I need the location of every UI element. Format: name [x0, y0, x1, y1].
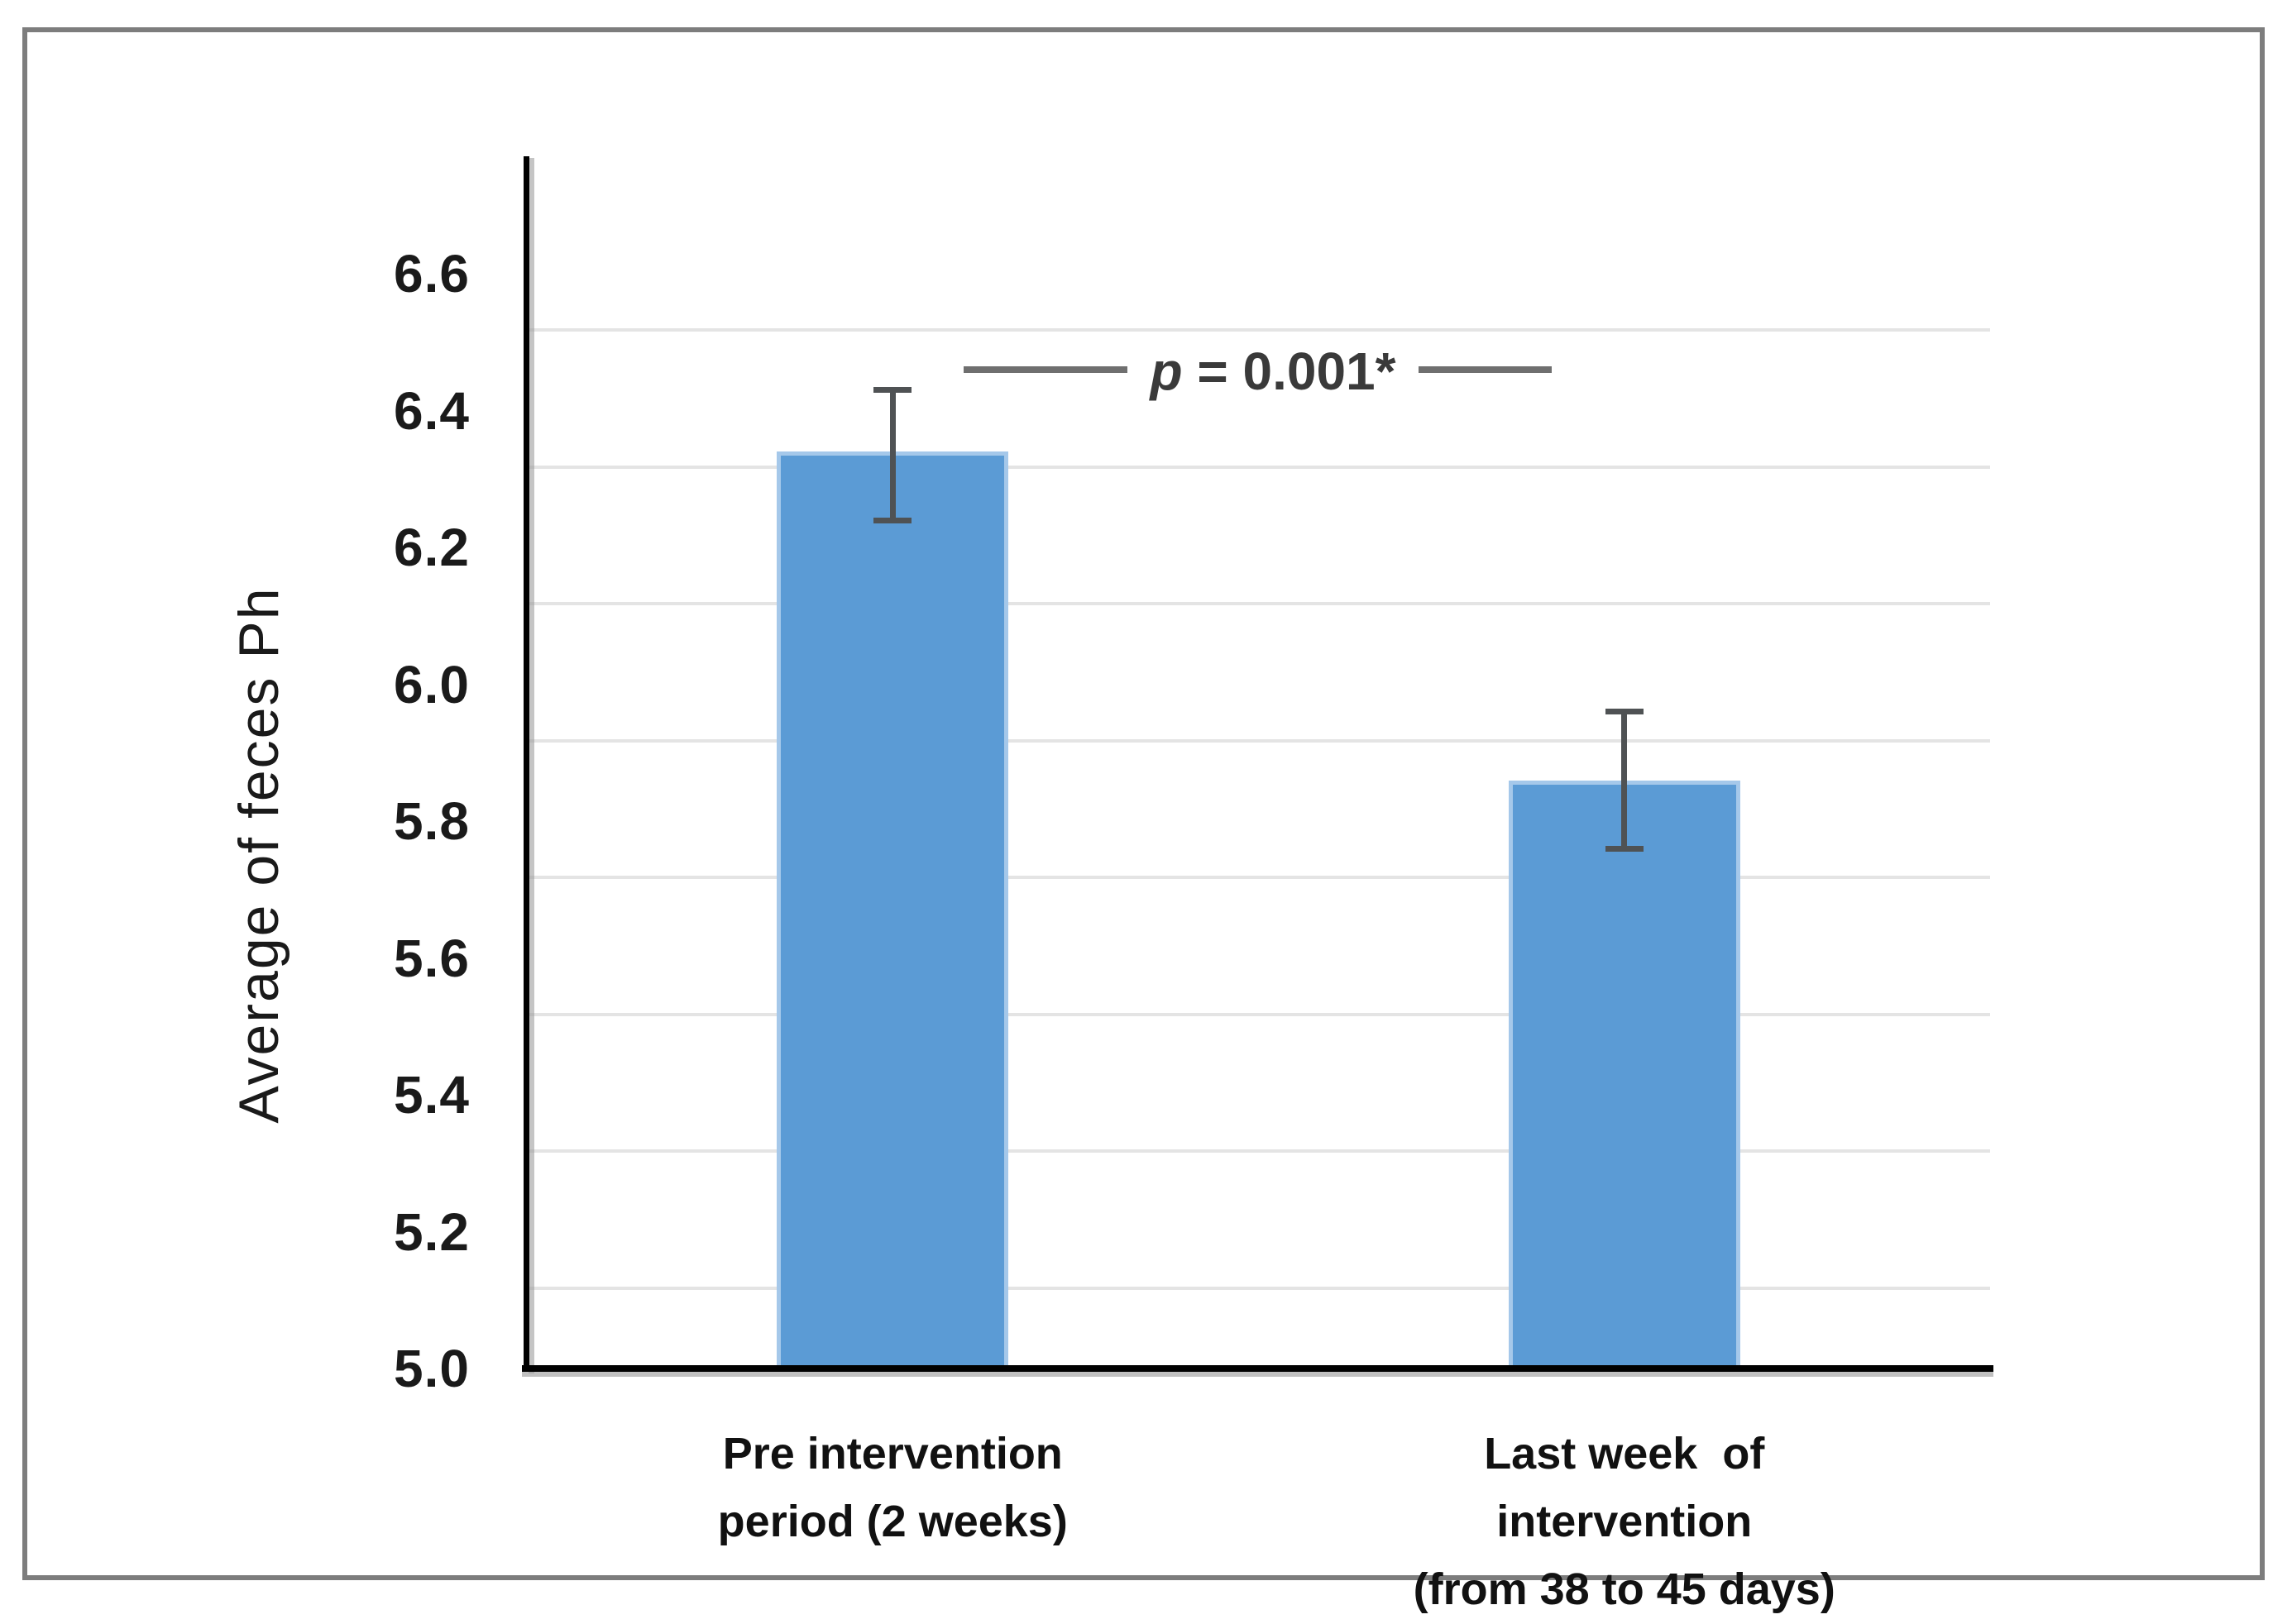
- error-bar-upper-cap-2: [1605, 709, 1644, 715]
- y-tick-label-6.2: 6.2: [394, 518, 470, 578]
- category-label-line: Pre intervention: [722, 1429, 1063, 1478]
- gridline: [527, 1012, 1990, 1016]
- y-tick-label-5.2: 5.2: [394, 1201, 470, 1262]
- y-tick-label-5.0: 5.0: [394, 1339, 470, 1398]
- figure-frame: Average of feces Ph 6.6 6.4 6.2 6.0 5.8 5.6 5.…: [22, 27, 2265, 1614]
- plot-area: [527, 156, 1990, 1368]
- gridline: [527, 602, 1990, 606]
- category-label-line: period (2 weeks): [717, 1497, 1068, 1546]
- gridline: [527, 738, 1990, 743]
- gridline: [527, 1149, 1990, 1154]
- y-tick-label-6.0: 6.0: [394, 654, 470, 714]
- p-value-symbol: p: [1150, 342, 1183, 401]
- error-bar-lower-cap-1: [873, 517, 912, 523]
- error-bar-line-2: [1621, 711, 1628, 849]
- category-label-line: Last week of: [1484, 1429, 1765, 1478]
- p-value-annotation: p = 0.001*: [1127, 336, 1419, 407]
- y-tick-label-5.4: 5.4: [394, 1065, 470, 1125]
- error-bar-line-1: [889, 389, 896, 521]
- significance-bracket-left-line: [964, 366, 1127, 374]
- gridline: [527, 876, 1990, 880]
- y-axis-line: [524, 156, 529, 1372]
- y-tick-label-5.6: 5.6: [394, 928, 470, 988]
- y-tick-label-6.4: 6.4: [394, 380, 470, 441]
- p-value-text: = 0.001*: [1182, 342, 1396, 401]
- bar-1: [777, 451, 1009, 1365]
- bar-2: [1508, 780, 1740, 1365]
- gridline: [527, 1286, 1990, 1290]
- significance-bracket-right-line: [1419, 366, 1552, 374]
- gridline: [527, 465, 1990, 469]
- error-bar-lower-cap-2: [1605, 845, 1644, 852]
- category-label-line: (from 38 to 45 days): [1413, 1564, 1835, 1614]
- y-tick-label-6.6: 6.6: [394, 244, 470, 304]
- gridline: [527, 328, 1990, 332]
- category-label-2: Last week of intervention (from 38 to 45 d…: [1261, 1420, 1988, 1623]
- category-label-1: Pre intervention period (2 weeks): [529, 1420, 1256, 1555]
- category-label-line: intervention: [1496, 1497, 1753, 1546]
- error-bar-upper-cap-1: [873, 387, 912, 394]
- y-tick-label-5.8: 5.8: [394, 791, 470, 852]
- x-axis-line: [522, 1365, 1993, 1372]
